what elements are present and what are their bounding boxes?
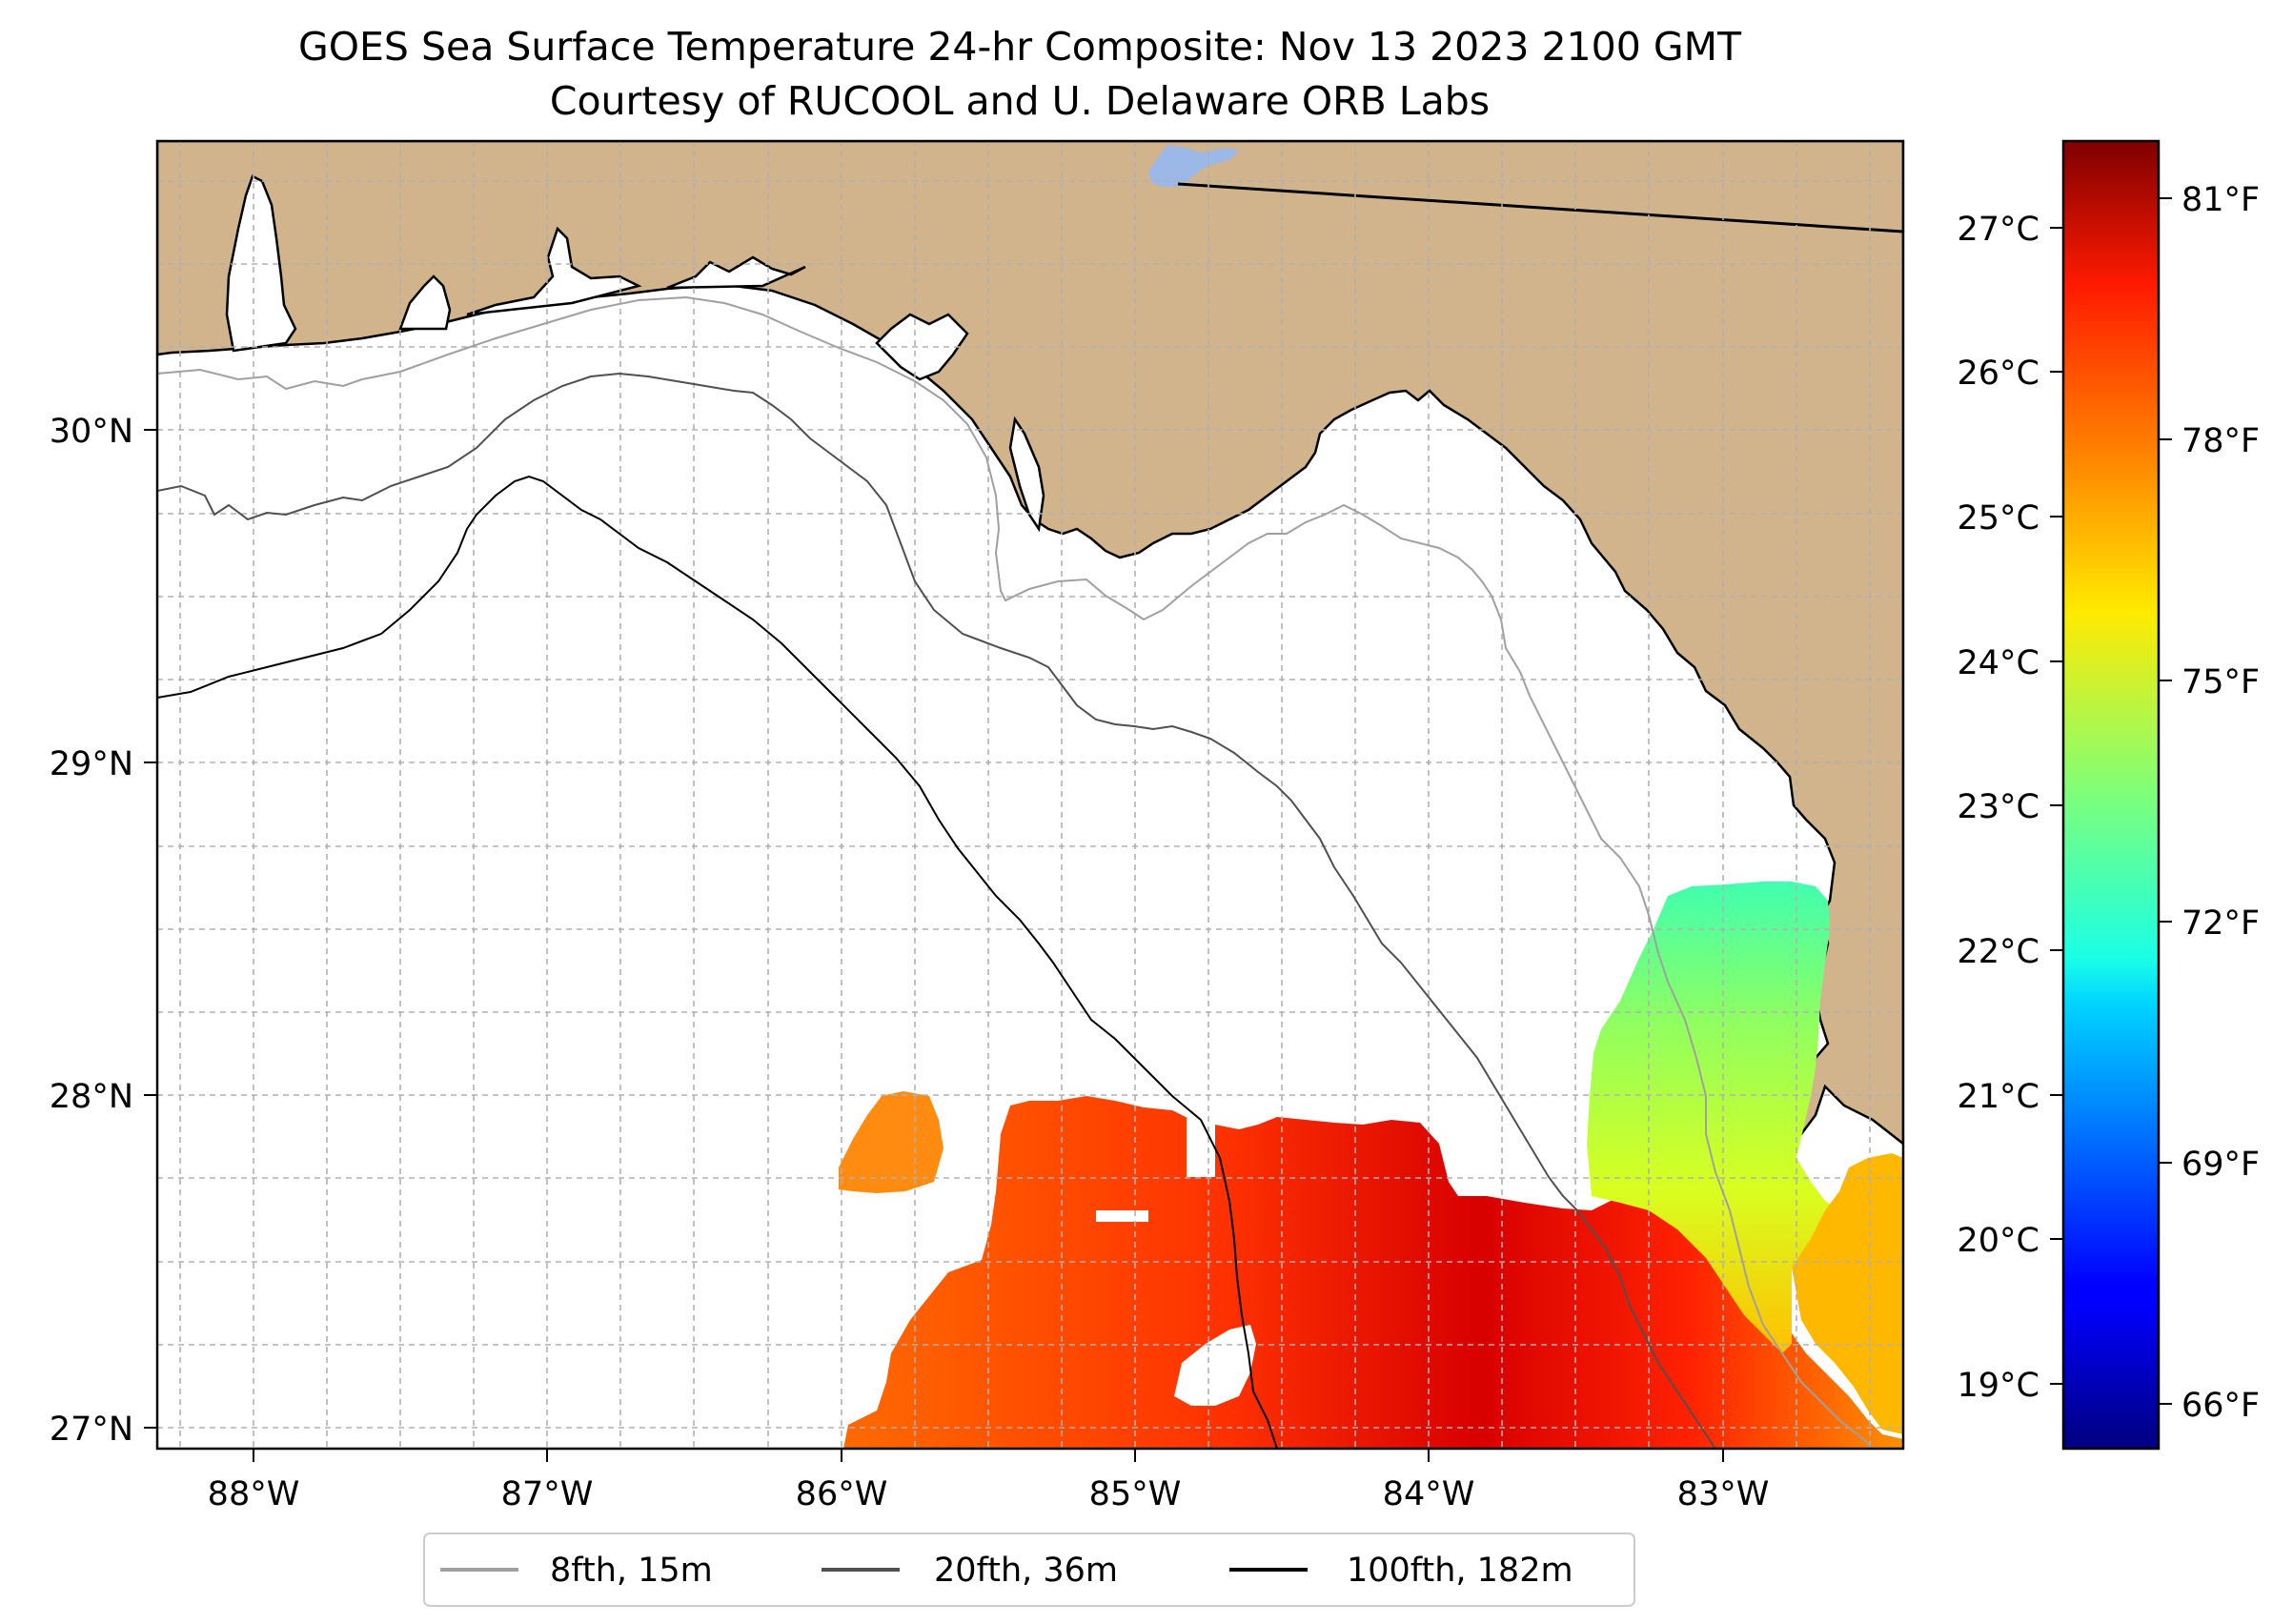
- isobath-20fth: [157, 372, 1716, 1449]
- lat-axis: [144, 429, 157, 1429]
- celsius-tick-label: 24°C: [1958, 644, 2039, 682]
- celsius-tick-label: 23°C: [1958, 788, 2039, 826]
- colorbar: [2061, 139, 2161, 1451]
- celsius-tick-label: 26°C: [1958, 355, 2039, 393]
- celsius-tick-label: 21°C: [1958, 1078, 2039, 1116]
- celsius-tick-label: 19°C: [1958, 1367, 2039, 1405]
- west-bay: [666, 255, 806, 290]
- title-line-2: Courtesy of RUCOOL and U. Delaware ORB L…: [550, 78, 1490, 124]
- sst-cloud-gap: [1174, 1325, 1256, 1406]
- lat-tick-label: 28°N: [50, 1078, 133, 1116]
- sst-small-patch: [839, 1091, 944, 1193]
- lon-tick-label: 87°W: [501, 1475, 594, 1513]
- legend-label-8fth: 8fth, 15m: [550, 1552, 713, 1590]
- colorbar-fahrenheit-axis: [2159, 197, 2172, 1405]
- lat-tick-label: 29°N: [50, 745, 133, 783]
- fahrenheit-tick-label: 75°F: [2181, 663, 2260, 701]
- fahrenheit-tick-label: 66°F: [2181, 1387, 2260, 1425]
- celsius-tick-label: 25°C: [1958, 499, 2039, 538]
- celsius-tick-label: 22°C: [1958, 933, 2039, 971]
- lon-tick-label: 84°W: [1383, 1475, 1475, 1513]
- map-panel: [157, 141, 1903, 1449]
- fahrenheit-tick-label: 78°F: [2181, 422, 2260, 460]
- mobile-bay: [225, 174, 297, 353]
- lat-tick-label: 30°N: [50, 413, 133, 451]
- st-andrew-bay: [875, 313, 969, 381]
- isobath-100fth: [157, 475, 1278, 1449]
- map-frame: [155, 139, 1905, 1451]
- title-line-1: GOES Sea Surface Temperature 24-hr Compo…: [298, 24, 1742, 70]
- fahrenheit-tick-label: 69°F: [2181, 1146, 2260, 1184]
- lon-tick-label: 86°W: [796, 1475, 888, 1513]
- lon-tick-label: 88°W: [208, 1475, 300, 1513]
- legend: 8fth, 15m 20fth, 36m 100fth, 182m: [423, 1533, 1635, 1607]
- apalachicola-bay: [1008, 416, 1045, 533]
- state-boundary: [1177, 182, 1903, 233]
- legend-box: [423, 1533, 1635, 1607]
- lon-axis: [253, 1449, 1724, 1462]
- sst-gap-small-1: [1096, 1210, 1148, 1222]
- fahrenheit-tick-label: 72°F: [2181, 904, 2260, 943]
- celsius-tick-label: 20°C: [1958, 1222, 2039, 1260]
- gridlines: [157, 141, 1903, 1449]
- lon-tick-label: 83°W: [1677, 1475, 1770, 1513]
- fahrenheit-tick-label: 81°F: [2181, 181, 2260, 219]
- lat-tick-label: 27°N: [50, 1411, 133, 1449]
- lake: [1148, 145, 1239, 187]
- choctawhatchee-bay: [466, 226, 642, 316]
- sst-bigbend-patch: [1587, 882, 1839, 1353]
- colorbar-celsius-axis: [2050, 227, 2063, 1385]
- lon-tick-label: 85°W: [1089, 1475, 1182, 1513]
- pensacola-bay: [398, 274, 452, 331]
- legend-label-100fth: 100fth, 182m: [1347, 1552, 1573, 1590]
- celsius-tick-label: 27°C: [1958, 211, 2039, 249]
- isobath-8fth: [157, 295, 1874, 1449]
- sst-tampa-patch: [1792, 1153, 1903, 1434]
- legend-label-20fth: 20fth, 36m: [934, 1552, 1118, 1590]
